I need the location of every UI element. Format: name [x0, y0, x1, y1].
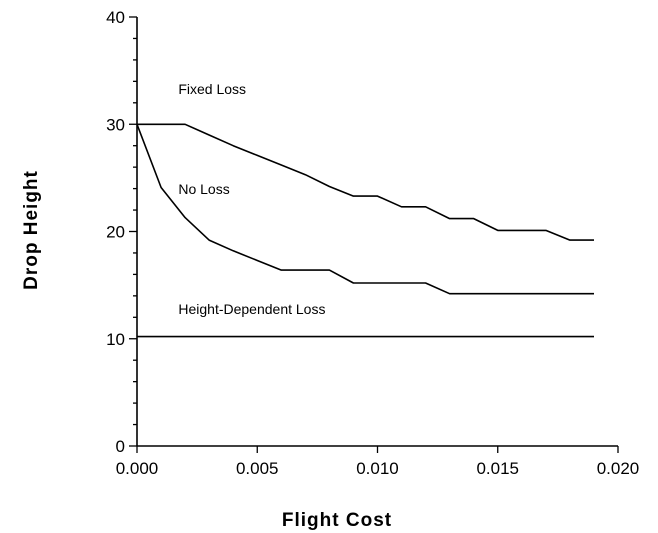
x-axis-title: Flight Cost — [282, 510, 392, 531]
x-ticks: 0.000 0.005 0.010 0.015 0.020 — [116, 446, 640, 478]
x-tick-label: 0.015 — [476, 459, 519, 478]
series-label-fixed-loss: Fixed Loss — [178, 81, 246, 97]
series-lines — [136, 123, 594, 338]
y-tick-label: 40 — [106, 8, 125, 27]
x-tick-label: 0.010 — [356, 459, 399, 478]
y-axis-title: Drop Height — [21, 170, 42, 290]
y-tick-label: 20 — [106, 223, 125, 242]
x-tick-label: 0.000 — [116, 459, 159, 478]
x-tick-label: 0.005 — [236, 459, 279, 478]
series-label-no-loss: No Loss — [178, 181, 229, 197]
series-label-height-dependent-loss: Height-Dependent Loss — [178, 301, 325, 317]
y-tick-label: 0 — [116, 437, 125, 456]
series-line-fixed-loss — [137, 123, 594, 241]
y-tick-label: 30 — [106, 115, 125, 134]
x-tick-label: 0.020 — [597, 459, 640, 478]
series-line-no-loss — [136, 124, 594, 295]
y-ticks: 0 10 20 30 40 — [106, 8, 137, 456]
y-tick-label: 10 — [106, 330, 125, 349]
